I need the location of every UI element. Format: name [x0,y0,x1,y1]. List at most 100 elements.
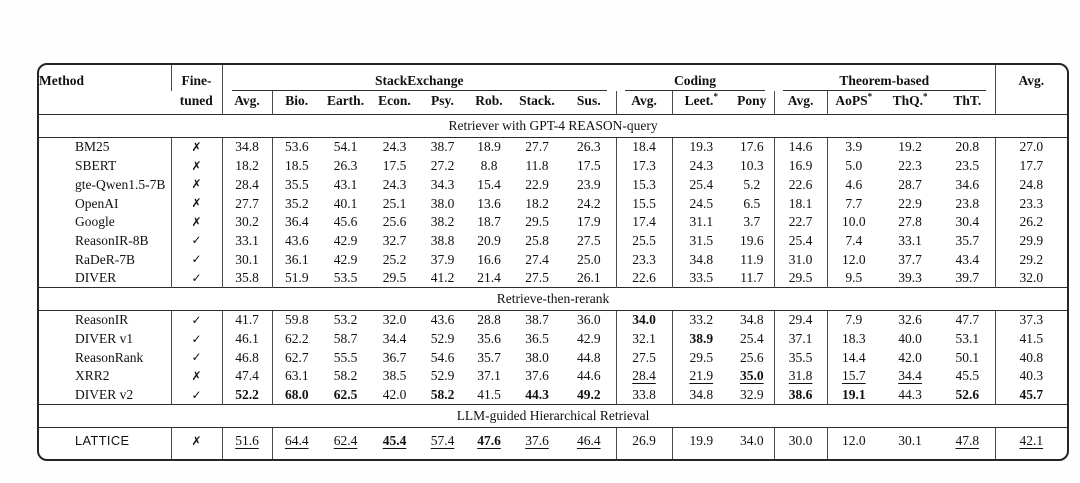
cross-icon: ✗ [191,433,202,448]
value-cell: 12.0 [826,427,881,459]
value-cell: 17.7 [994,156,1067,176]
table-row: ReasonIR ✓ 41.7 59.8 53.2 32.0 43.6 28.8 38.7 36.… [39,310,1067,330]
group-header-row: Method Fine- StackExchange Coding Theore… [39,65,1067,115]
value-cell: 19.9 [671,427,731,459]
value-cell: 8.8 [480,158,498,174]
column-header: Pony [737,93,767,109]
value-cell: 26.3 [576,139,601,155]
value-cell: 25.0 [576,251,601,267]
method-name: BM25 [75,139,110,155]
section-title: Retriever with GPT-4 REASON-query [39,114,1067,138]
value-cell: 5.2 [743,176,761,192]
value-cell: 32.0 [382,312,407,328]
value-cell: 23.5 [955,158,980,174]
subheader-row: tuned Avg. Bio. Earth. Econ. Psy. Rob. Stack. S… [39,91,1067,115]
value-cell: 17.4 [615,212,673,232]
value-cell: 42.9 [333,251,358,267]
value-cell: 34.0 [615,310,673,330]
table-row: DIVER ✓ 35.8 51.9 53.5 29.5 41.2 21.4 27.5 26.1 22… [39,268,1067,288]
value-cell: 30.1 [898,433,922,449]
value-cell: 32.1 [615,329,673,348]
value-cell: 40.8 [994,348,1067,367]
value-cell: 53.6 [271,137,321,157]
value-cell: 68.0 [271,385,321,405]
value-cell: 15.7 [826,366,881,386]
value-cell: 42.0 [898,349,922,365]
value-cell: 35.2 [271,193,321,213]
value-cell: 7.4 [826,231,881,250]
value-cell: 26.2 [994,212,1067,232]
value-cell: 22.6 [615,268,673,288]
column-header: ThQ.* [892,91,928,109]
value-cell: 23.9 [576,176,601,192]
value-cell: 34.0 [739,433,764,449]
value-cell: 62.7 [271,348,321,367]
value-cell: 38.0 [525,349,549,365]
value-cell: 41.7 [221,310,272,330]
group-header-theorem-based: Theorem-based [774,65,995,92]
value-cell: 18.3 [826,329,881,348]
value-cell: 26.3 [333,158,358,174]
column-header: ThT. [953,93,982,109]
value-cell: 18.5 [271,156,321,176]
value-cell: 7.7 [826,193,881,213]
value-cell: 27.5 [576,232,601,248]
column-header: Sus. [576,93,601,109]
cross-icon: ✗ [191,158,202,173]
overall-avg-column-header: Avg. [994,65,1067,115]
value-cell: 29.9 [994,231,1067,250]
value-cell: 27.0 [994,137,1067,157]
cross-icon: ✗ [191,177,202,192]
value-cell: 54.1 [333,139,358,155]
value-cell: 22.9 [525,176,549,192]
value-cell: 17.9 [576,214,601,230]
value-cell: 21.9 [671,366,731,386]
table-row: DIVER v1 ✓ 46.1 62.2 58.7 34.4 52.9 35.6 36.5 42.… [39,329,1067,348]
value-cell: 38.9 [671,329,731,348]
value-cell: 58.2 [333,368,358,384]
value-cell: 36.5 [525,331,549,347]
value-cell: 45.6 [333,214,358,230]
value-cell: 34.3 [430,176,455,192]
value-cell: 24.3 [671,156,731,176]
value-cell: 27.2 [430,158,455,174]
value-cell: 34.6 [955,176,980,192]
method-name: ReasonIR-8B [75,232,149,248]
value-cell: 11.9 [740,251,764,267]
value-cell: 39.7 [955,270,980,286]
fine-tuned-cell: ✓ [170,348,222,367]
value-cell: 53.2 [333,312,358,328]
value-cell: 50.1 [955,349,980,365]
value-cell: 18.1 [773,193,828,213]
value-cell: 32.0 [994,268,1067,288]
value-cell: 42.1 [994,427,1067,459]
value-cell: 19.3 [671,137,731,157]
value-cell: 37.6 [525,368,549,384]
method-name: OpenAI [75,195,119,211]
results-table-frame: Method Fine- StackExchange Coding Theore… [37,63,1069,461]
value-cell: 43.6 [430,312,455,328]
value-cell: 23.8 [955,195,980,211]
value-cell: 45.4 [382,433,407,449]
group-label: StackExchange [231,73,608,92]
value-cell: 45.7 [994,385,1067,405]
value-cell: 58.2 [430,387,455,403]
value-cell: 44.8 [576,349,601,365]
method-column-header: Method [39,73,84,88]
value-cell: 24.8 [994,175,1067,194]
value-cell: 29.5 [525,214,549,230]
value-cell: 25.2 [382,251,407,267]
value-cell: 42.0 [382,387,407,403]
value-cell: 35.6 [477,331,501,347]
fine-tuned-cell: ✓ [170,385,222,405]
value-cell: 23.3 [994,193,1067,213]
table-body: Retriever with GPT-4 REASON-query BM25 ✗ 34… [39,114,1067,459]
section-header-row: LLM-guided Hierarchical Retrieval [39,404,1067,428]
fine-tuned-cell: ✗ [170,193,222,213]
value-cell: 43.6 [271,231,321,250]
section-title: Retrieve-then-rerank [39,287,1067,311]
value-cell: 38.2 [430,214,455,230]
value-cell: 29.2 [994,249,1067,269]
method-name: DIVER [75,270,117,286]
column-header: Bio. [271,91,321,115]
